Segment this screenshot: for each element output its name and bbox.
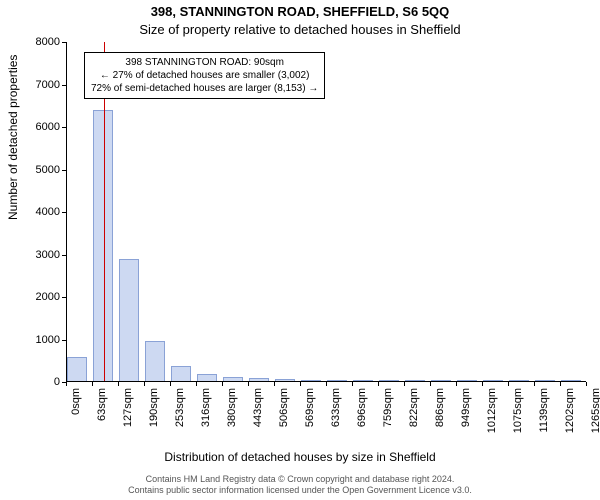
y-tick-mark <box>62 127 66 128</box>
figure: 398, STANNINGTON ROAD, SHEFFIELD, S6 5QQ… <box>0 0 600 500</box>
x-tick-label: 443sqm <box>252 388 264 427</box>
x-tick-mark <box>404 382 405 386</box>
x-tick-mark <box>66 382 67 386</box>
annotation-box: 398 STANNINGTON ROAD: 90sqm ← 27% of det… <box>84 52 325 99</box>
x-tick-mark <box>92 382 93 386</box>
x-tick-mark <box>170 382 171 386</box>
y-tick-mark <box>62 297 66 298</box>
annotation-line2: ← 27% of detached houses are smaller (3,… <box>91 69 318 82</box>
x-tick-label: 253sqm <box>174 388 186 427</box>
x-tick-mark <box>456 382 457 386</box>
y-tick-label: 0 <box>10 376 60 388</box>
x-tick-mark <box>144 382 145 386</box>
x-tick-label: 380sqm <box>226 388 238 427</box>
x-tick-label: 822sqm <box>408 388 420 427</box>
x-tick-label: 569sqm <box>304 388 316 427</box>
y-tick-mark <box>62 170 66 171</box>
histogram-bar <box>483 380 503 381</box>
y-tick-mark <box>62 340 66 341</box>
y-tick-mark <box>62 85 66 86</box>
histogram-bar <box>457 380 477 381</box>
x-tick-label: 1012sqm <box>486 388 498 433</box>
x-tick-mark <box>274 382 275 386</box>
x-tick-label: 759sqm <box>382 388 394 427</box>
histogram-bar <box>509 380 529 381</box>
histogram-bar <box>249 378 269 381</box>
footer-line2: Contains public sector information licen… <box>0 485 600 496</box>
histogram-bar <box>119 259 139 381</box>
histogram-bar <box>327 380 347 381</box>
x-tick-mark <box>352 382 353 386</box>
x-tick-label: 316sqm <box>200 388 212 427</box>
x-tick-mark <box>430 382 431 386</box>
x-tick-label: 633sqm <box>330 388 342 427</box>
x-tick-label: 1139sqm <box>538 388 550 432</box>
y-tick-label: 2000 <box>10 291 60 303</box>
y-tick-label: 8000 <box>10 36 60 48</box>
chart-title-main: 398, STANNINGTON ROAD, SHEFFIELD, S6 5QQ <box>0 4 600 19</box>
x-tick-mark <box>196 382 197 386</box>
x-tick-label: 127sqm <box>122 388 134 427</box>
histogram-bar <box>223 377 243 381</box>
x-tick-mark <box>326 382 327 386</box>
annotation-line3: 72% of semi-detached houses are larger (… <box>91 82 318 95</box>
y-tick-label: 4000 <box>10 206 60 218</box>
x-tick-mark <box>586 382 587 386</box>
y-tick-label: 7000 <box>10 79 60 91</box>
x-axis-label: Distribution of detached houses by size … <box>0 450 600 464</box>
histogram-bar <box>405 380 425 381</box>
histogram-bar <box>275 379 295 381</box>
x-tick-label: 1075sqm <box>512 388 524 433</box>
x-tick-label: 63sqm <box>96 388 108 421</box>
x-tick-label: 190sqm <box>148 388 160 427</box>
x-tick-label: 886sqm <box>434 388 446 427</box>
x-tick-mark <box>118 382 119 386</box>
histogram-bar <box>171 366 191 381</box>
footer-attribution: Contains HM Land Registry data © Crown c… <box>0 474 600 497</box>
x-tick-mark <box>300 382 301 386</box>
histogram-bar <box>561 380 581 381</box>
y-tick-mark <box>62 255 66 256</box>
x-tick-label: 949sqm <box>460 388 472 427</box>
x-tick-mark <box>248 382 249 386</box>
histogram-bar <box>379 380 399 381</box>
x-tick-label: 1265sqm <box>590 388 600 433</box>
x-tick-mark <box>482 382 483 386</box>
y-tick-label: 3000 <box>10 249 60 261</box>
x-tick-mark <box>560 382 561 386</box>
footer-line1: Contains HM Land Registry data © Crown c… <box>0 474 600 485</box>
x-tick-label: 696sqm <box>356 388 368 427</box>
y-tick-label: 1000 <box>10 334 60 346</box>
histogram-bar <box>67 357 87 381</box>
x-tick-label: 1202sqm <box>564 388 576 433</box>
histogram-bar <box>93 110 113 381</box>
histogram-bar <box>353 380 373 381</box>
annotation-line1: 398 STANNINGTON ROAD: 90sqm <box>91 56 318 69</box>
y-tick-label: 6000 <box>10 121 60 133</box>
histogram-bar <box>197 374 217 381</box>
x-tick-mark <box>378 382 379 386</box>
y-tick-mark <box>62 42 66 43</box>
x-tick-label: 0sqm <box>70 388 82 415</box>
x-tick-mark <box>508 382 509 386</box>
histogram-bar <box>431 380 451 381</box>
histogram-bar <box>301 380 321 381</box>
y-tick-mark <box>62 212 66 213</box>
x-tick-mark <box>534 382 535 386</box>
x-tick-mark <box>222 382 223 386</box>
histogram-bar <box>535 380 555 381</box>
x-tick-label: 506sqm <box>278 388 290 427</box>
chart-title-sub: Size of property relative to detached ho… <box>0 22 600 37</box>
histogram-bar <box>145 341 165 381</box>
y-tick-label: 5000 <box>10 164 60 176</box>
